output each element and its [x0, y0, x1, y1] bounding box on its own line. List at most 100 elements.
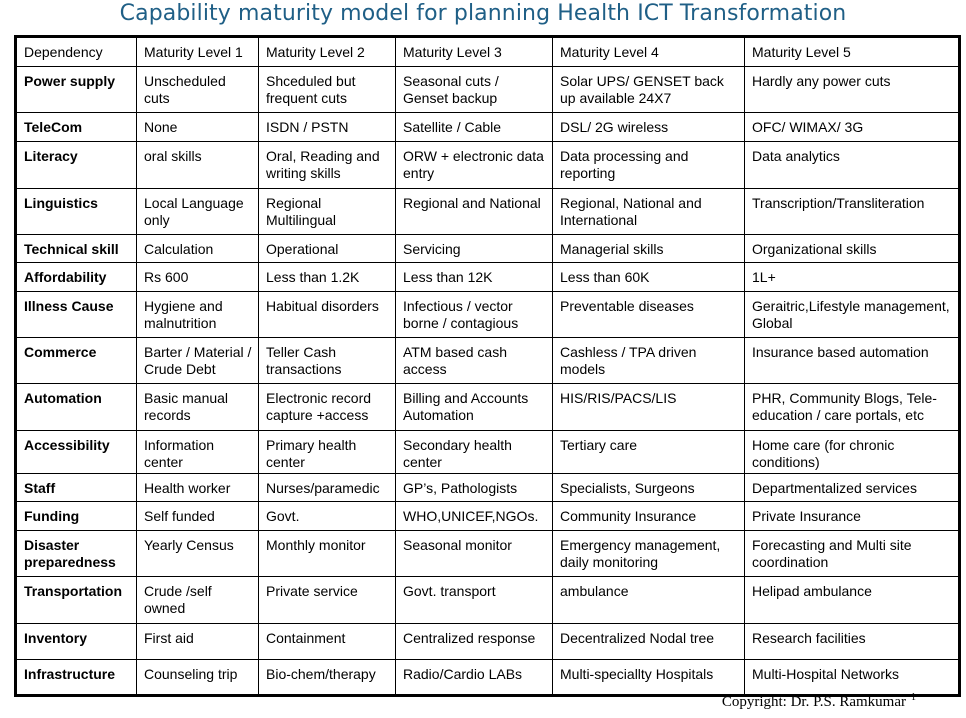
row-header-cell: Automation — [15, 383, 137, 431]
table-cell: Operational — [258, 234, 396, 263]
row-header-cell: Staff — [15, 473, 137, 502]
table-cell: ISDN / PSTN — [258, 112, 396, 142]
table-cell: Rs 600 — [136, 262, 259, 292]
table-cell: Specialists, Surgeons — [552, 473, 745, 502]
row-header-cell: Infrastructure — [15, 659, 137, 696]
table-cell: Infectious / vector borne / contagious — [395, 291, 553, 338]
table-cell: Calculation — [136, 234, 259, 263]
table-cell: Emergency management, daily monitoring — [552, 530, 745, 577]
table-cell: Helipad ambulance — [744, 576, 960, 624]
row-header-cell: Technical skill — [15, 234, 137, 263]
table-cell: oral skills — [136, 141, 259, 189]
table-cell: ORW + electronic data entry — [395, 141, 553, 189]
table-row: Automation Basic manual records Electronic… — [15, 383, 960, 431]
column-header: Dependency — [15, 36, 137, 67]
table-cell: Less than 60K — [552, 262, 745, 292]
table-cell: Organizational skills — [744, 234, 960, 263]
table-cell: Hardly any power cuts — [744, 66, 960, 113]
table-cell: 1L+ — [744, 262, 960, 292]
table-cell: Preventable diseases — [552, 291, 745, 338]
table-row: Accessibility Information center Primary h… — [15, 430, 960, 474]
table-cell: Basic manual records — [136, 383, 259, 431]
row-header-cell: Affordability — [15, 262, 137, 292]
table-cell: HIS/RIS/PACS/LIS — [552, 383, 745, 431]
table-cell: Billing and Accounts Automation — [395, 383, 553, 431]
table-cell: Barter / Material / Crude Debt — [136, 337, 259, 384]
table-cell: Counseling trip — [136, 659, 259, 696]
table-row: Illness Cause Hygiene and malnutrition Hab… — [15, 291, 960, 338]
table-cell: Oral, Reading and writing skills — [258, 141, 396, 189]
table-cell: ATM based cash access — [395, 337, 553, 384]
column-header: Maturity Level 2 — [258, 36, 396, 67]
row-header-cell: Accessibility — [15, 430, 137, 474]
table-cell: Managerial skills — [552, 234, 745, 263]
table-cell: Shceduled but frequent cuts — [258, 66, 396, 113]
table-row: Literacy oral skills Oral, Reading and wri… — [15, 141, 960, 189]
table-cell: Secondary health center — [395, 430, 553, 474]
row-header-cell: Literacy — [15, 141, 137, 189]
row-header-cell: Linguistics — [15, 188, 137, 235]
table-cell: Transcription/Transliteration — [744, 188, 960, 235]
table-row: Affordability Rs 600 Less than 1.2K Less th… — [15, 262, 960, 292]
table-cell: WHO,UNICEF,NGOs. — [395, 501, 553, 531]
table-cell: Regional Multilingual — [258, 188, 396, 235]
table-header-row: Dependency Maturity Level 1 Maturity Lev… — [15, 36, 960, 67]
page-number: 1 — [911, 692, 916, 703]
table-cell: Containment — [258, 623, 396, 660]
table-cell: Govt. — [258, 501, 396, 531]
table-cell: Electronic record capture +access — [258, 383, 396, 431]
row-header-cell: TeleCom — [15, 112, 137, 142]
table-cell: OFC/ WIMAX/ 3G — [744, 112, 960, 142]
table-cell: Yearly Census — [136, 530, 259, 577]
column-header: Maturity Level 1 — [136, 36, 259, 67]
table-cell: GP’s, Pathologists — [395, 473, 553, 502]
row-header-cell: Transportation — [15, 576, 137, 624]
table-row: Commerce Barter / Material / Crude Debt Te… — [15, 337, 960, 384]
table-cell: DSL/ 2G wireless — [552, 112, 745, 142]
table-row: Linguistics Local Language only Regional M… — [15, 188, 960, 235]
table-row: Transportation Crude /self owned Private s… — [15, 576, 960, 624]
table-cell: Tertiary care — [552, 430, 745, 474]
table-cell: ambulance — [552, 576, 745, 624]
table-row: Infrastructure Counseling trip Bio-chem/th… — [15, 659, 960, 696]
table-row: Inventory First aid Containment Centralized… — [15, 623, 960, 660]
table-cell: Local Language only — [136, 188, 259, 235]
table-cell: Decentralized Nodal tree — [552, 623, 745, 660]
table-cell: Home care (for chronic conditions) — [744, 430, 960, 474]
row-header-cell: Inventory — [15, 623, 137, 660]
table-cell: Cashless / TPA driven models — [552, 337, 745, 384]
column-header: Maturity Level 4 — [552, 36, 745, 67]
table-row: Power supply Unscheduled cuts Shceduled bu… — [15, 66, 960, 113]
table-cell: Information center — [136, 430, 259, 474]
column-header: Maturity Level 5 — [744, 36, 960, 67]
column-header: Maturity Level 3 — [395, 36, 553, 67]
table-cell: Departmentalized services — [744, 473, 960, 502]
table-cell: Data processing and reporting — [552, 141, 745, 189]
table-cell: Servicing — [395, 234, 553, 263]
table-cell: Less than 12K — [395, 262, 553, 292]
row-header-cell: Illness Cause — [15, 291, 137, 338]
table-cell: Data analytics — [744, 141, 960, 189]
table-cell: Bio-chem/therapy — [258, 659, 396, 696]
table-cell: PHR, Community Blogs, Tele-education / c… — [744, 383, 960, 431]
table-cell: Private service — [258, 576, 396, 624]
table-cell: Radio/Cardio LABs — [395, 659, 553, 696]
row-header-cell: Disaster preparedness — [15, 530, 137, 577]
row-header-cell: Power supply — [15, 66, 137, 113]
table-cell: Health worker — [136, 473, 259, 502]
table-cell: Monthly monitor — [258, 530, 396, 577]
table-cell: Private Insurance — [744, 501, 960, 531]
table-cell: Govt. transport — [395, 576, 553, 624]
table-cell: Research facilities — [744, 623, 960, 660]
table-cell: Centralized response — [395, 623, 553, 660]
table-cell: Multi-speciallty Hospitals — [552, 659, 745, 696]
copyright-text: Copyright: Dr. P.S. Ramkumar — [721, 694, 906, 710]
table-cell: Self funded — [136, 501, 259, 531]
table-cell: Habitual disorders — [258, 291, 396, 338]
row-header-cell: Commerce — [15, 337, 137, 384]
table-cell: Less than 1.2K — [258, 262, 396, 292]
copyright-footer: Copyright: Dr. P.S. Ramkumar 1 — [722, 692, 916, 711]
table-cell: Teller Cash transactions — [258, 337, 396, 384]
table-cell: Regional and National — [395, 188, 553, 235]
table-cell: Seasonal monitor — [395, 530, 553, 577]
